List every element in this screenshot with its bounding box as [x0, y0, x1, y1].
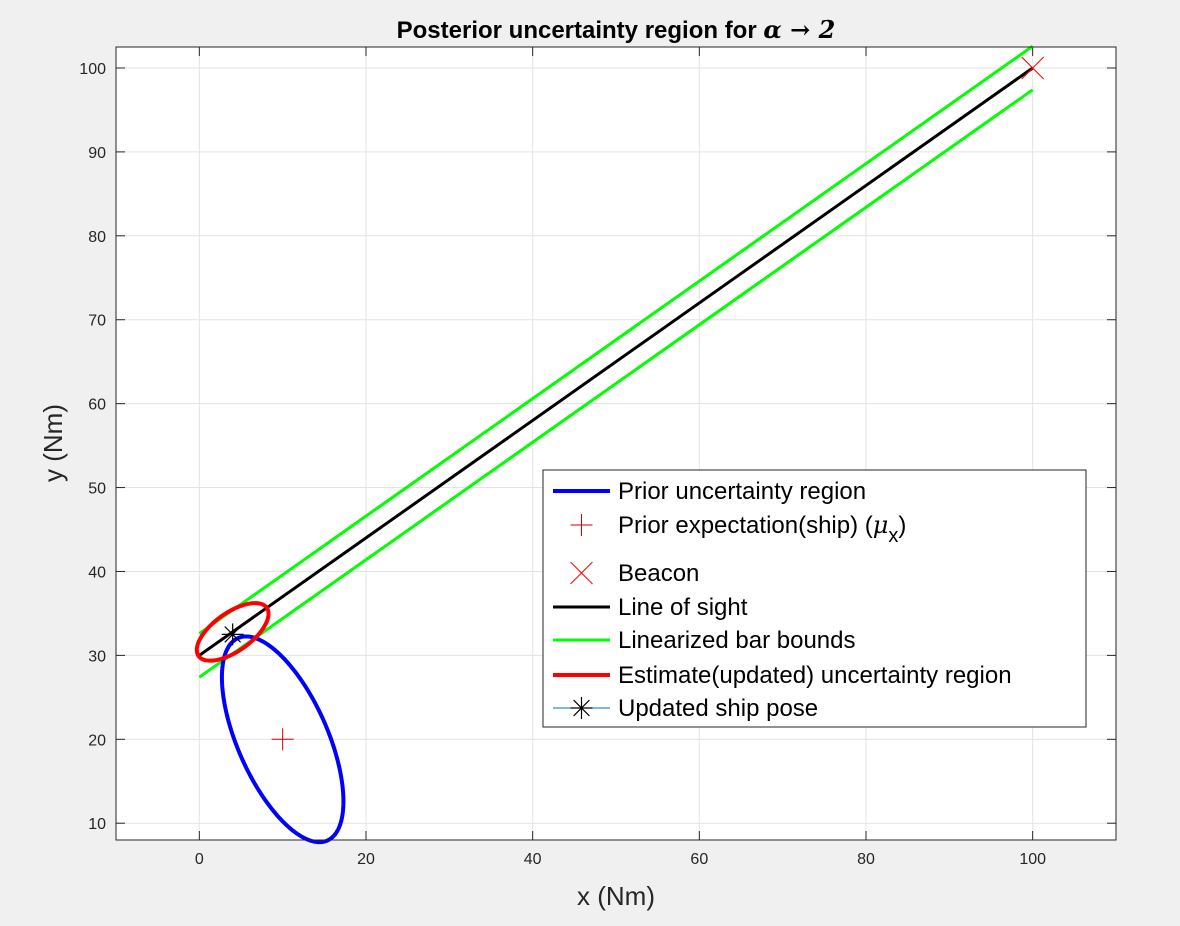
y-axis-label: y (Nm) [38, 404, 68, 482]
legend-entry: Estimate(updated) uncertainty region [553, 662, 1012, 689]
x-tick-label: 0 [195, 851, 204, 868]
legend-label: Prior expectation(ship) (μx) [618, 511, 906, 547]
legend-swatch-marker [570, 561, 593, 585]
updated-ship-pose-marker-d2 [224, 626, 242, 643]
y-tick-label: 10 [88, 816, 106, 833]
legend-entry: Beacon [570, 560, 699, 587]
y-tick-label: 20 [88, 732, 106, 749]
y-tick-label: 30 [88, 648, 106, 665]
legend-swatch-marker-d2 [573, 699, 590, 717]
legend-entry: Updated ship pose [553, 695, 818, 722]
bar-bound-line-1 [198, 44, 1034, 635]
legend-swatch-marker [570, 514, 593, 536]
y-tick-label: 90 [88, 145, 106, 162]
x-axis-label: x (Nm) [577, 881, 655, 911]
x-tick-label: 20 [357, 851, 375, 868]
legend-entries: Prior uncertainty region Prior expectatio… [553, 478, 1012, 722]
legend-label: Line of sight [618, 594, 748, 621]
x-tick-label: 60 [690, 851, 708, 868]
chart-title-text: Posterior uncertainty region for [397, 17, 764, 44]
beacon-marker-d2 [1021, 56, 1045, 80]
legend-label-sub: x [888, 525, 898, 547]
y-tick-label: 50 [88, 481, 106, 498]
ticks [116, 47, 1116, 840]
y-tick-label: 70 [88, 313, 106, 330]
line-of-sight [198, 66, 1034, 657]
legend-box [542, 469, 1087, 728]
legend-swatch-marker [570, 697, 593, 719]
y-tick-label: 60 [88, 397, 106, 414]
y-tick-label: 80 [88, 229, 106, 246]
beacon-marker [1021, 56, 1045, 80]
legend-entry: Line of sight [553, 594, 748, 621]
y-tick-label: 100 [79, 61, 106, 78]
updated-ship-pose-marker [221, 623, 244, 646]
estimate-uncertainty-ellipse [194, 601, 271, 663]
axes-box [115, 46, 1117, 841]
prior-expectation-marker [271, 728, 294, 751]
legend-label: Beacon [618, 560, 699, 587]
legend-label-close: ) [898, 512, 906, 539]
x-tick-label: 100 [1019, 851, 1046, 868]
legend-entry: Linearized bar bounds [553, 627, 856, 654]
legend-label-base: Prior expectation(ship) ( [618, 512, 873, 539]
tick-labels: 0 20 40 60 80 100 10 20 30 40 50 60 70 80 90 100 [79, 61, 1046, 868]
x-tick-label: 80 [857, 851, 875, 868]
legend-swatch-marker-d2 [570, 561, 593, 585]
y-tick-label: 40 [88, 564, 106, 581]
x-tick-label: 40 [524, 851, 542, 868]
legend-entry: Prior expectation(ship) (μx) [570, 511, 906, 547]
legend-label: Updated ship pose [618, 695, 818, 722]
legend-label: Estimate(updated) uncertainty region [618, 662, 1012, 689]
legend-label: Prior uncertainty region [618, 478, 866, 505]
legend: Prior uncertainty region Prior expectatio… [542, 469, 1087, 728]
plot-content [194, 44, 1045, 845]
legend-label-mu: μ [873, 511, 889, 539]
legend-label: Linearized bar bounds [618, 627, 856, 654]
bar-bound-line-2 [198, 88, 1034, 679]
legend-entry: Prior uncertainty region [553, 478, 866, 505]
chart-title-symbol: α → 2 [763, 15, 835, 44]
chart-title: Posterior uncertainty region for α → 2 [397, 15, 836, 44]
